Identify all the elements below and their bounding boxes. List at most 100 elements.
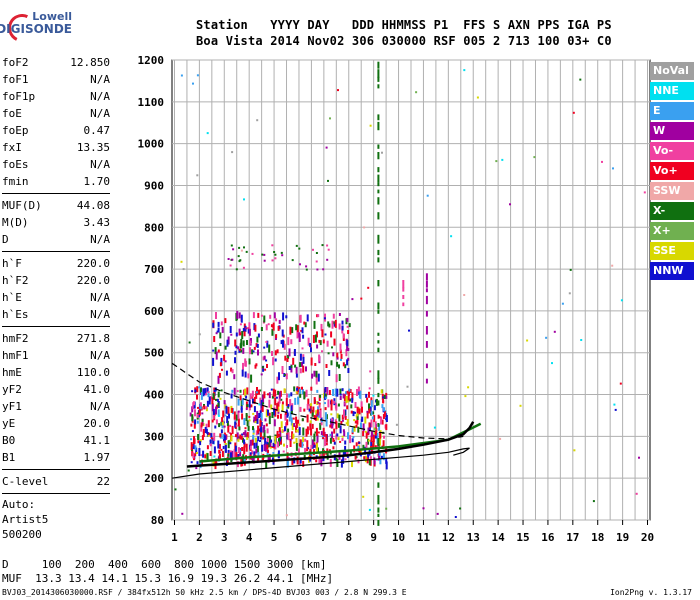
echo-point — [242, 266, 245, 269]
echo-point — [322, 427, 325, 436]
echo-point — [201, 459, 203, 466]
echo-point — [271, 259, 274, 262]
echo-point — [290, 364, 293, 373]
echo-point — [283, 388, 286, 394]
noise-point — [450, 235, 453, 238]
echo-point — [246, 340, 248, 345]
echo-point — [240, 314, 243, 323]
param-value: 0.47 — [83, 124, 111, 137]
echo-point — [342, 450, 345, 455]
x-tick-label: 19 — [616, 531, 629, 544]
echo-point — [378, 423, 381, 431]
param-row: fmin 1.70 — [2, 173, 110, 190]
echo-point — [309, 423, 312, 431]
noise-point — [568, 292, 571, 295]
echo-point — [277, 441, 280, 448]
echo-point — [313, 444, 316, 448]
echo-point — [232, 248, 235, 251]
param-key: h`F2 — [2, 274, 29, 287]
noise-point — [526, 339, 529, 342]
echo-point — [199, 402, 202, 407]
echo-point — [237, 418, 240, 427]
echo-point — [256, 336, 259, 343]
echo-point — [198, 386, 201, 389]
echo-point — [257, 425, 260, 434]
noise-point — [545, 336, 548, 339]
echo-point — [268, 412, 271, 418]
echo-point — [219, 362, 222, 367]
echo-point — [277, 414, 279, 419]
echo-point — [319, 410, 322, 419]
param-row: h`Es N/A — [2, 306, 110, 323]
param-key: foF1p — [2, 90, 36, 103]
echo-point — [280, 340, 283, 345]
echo-point — [275, 334, 278, 339]
interference-line — [377, 494, 380, 502]
echo-point — [341, 388, 344, 392]
echo-point — [258, 428, 261, 432]
interference-line — [377, 400, 380, 406]
echo-point — [354, 455, 357, 460]
y-tick-label: 700 — [144, 263, 164, 276]
param-key: foF1 — [2, 73, 29, 86]
echo-point — [357, 445, 360, 450]
param-key: C-level — [2, 475, 49, 488]
echo-point — [328, 323, 331, 328]
y-tick-label: 1100 — [138, 96, 165, 109]
echo-point — [321, 244, 324, 247]
x-tick-label: 12 — [442, 531, 455, 544]
echo-point — [278, 427, 281, 433]
echo-point — [207, 391, 210, 398]
echo-point — [227, 406, 230, 415]
param-row: yE 20.0 — [2, 415, 110, 432]
param-group-clevel: C-level 22 — [2, 473, 110, 490]
echo-point — [347, 368, 350, 373]
echo-point — [230, 333, 233, 336]
echo-point — [276, 349, 279, 354]
echo-point — [226, 416, 229, 423]
echo-point — [236, 432, 239, 441]
echo-point — [214, 347, 217, 355]
noise-point — [601, 160, 603, 163]
echo-point — [361, 416, 364, 422]
echo-point — [298, 427, 301, 436]
noise-point — [408, 329, 410, 332]
echo-point — [267, 456, 270, 463]
echo-point — [197, 440, 200, 444]
echo-point — [266, 449, 269, 457]
echo-point — [326, 451, 329, 460]
echo-point — [190, 438, 193, 441]
echo-point — [221, 368, 223, 371]
echo-point — [299, 314, 302, 323]
echo-point — [226, 420, 229, 426]
param-key: MUF(D) — [2, 199, 42, 212]
echo-point — [324, 407, 327, 411]
echo-point — [191, 430, 194, 433]
echo-point — [255, 448, 258, 454]
echo-point — [350, 410, 353, 414]
echo-point — [292, 417, 295, 420]
echo-point — [301, 327, 304, 334]
echo-point — [210, 433, 213, 439]
echo-point — [320, 459, 323, 467]
noise-point — [426, 194, 429, 197]
echo-point — [253, 346, 256, 350]
echo-point — [259, 431, 262, 438]
echo-point — [207, 434, 210, 437]
echo-point — [284, 355, 287, 361]
echo-point — [254, 437, 257, 443]
noise-point — [240, 249, 243, 252]
header-row1: Station YYYY DAY DDD HHMMSS P1 FFS S AXN… — [196, 18, 612, 32]
echo-point — [248, 328, 251, 336]
echo-point — [272, 453, 275, 460]
echo-point — [272, 460, 275, 465]
echo-point — [344, 445, 347, 450]
echo-point — [295, 244, 298, 247]
echo-point — [341, 325, 344, 331]
echo-point — [206, 387, 209, 393]
echo-point — [356, 414, 359, 420]
muf-row: MUF 13.3 13.4 14.1 15.3 16.9 19.3 26.2 4… — [2, 572, 334, 585]
echo-point — [272, 443, 275, 447]
param-value: N/A — [90, 291, 110, 304]
echo-point — [190, 423, 193, 427]
